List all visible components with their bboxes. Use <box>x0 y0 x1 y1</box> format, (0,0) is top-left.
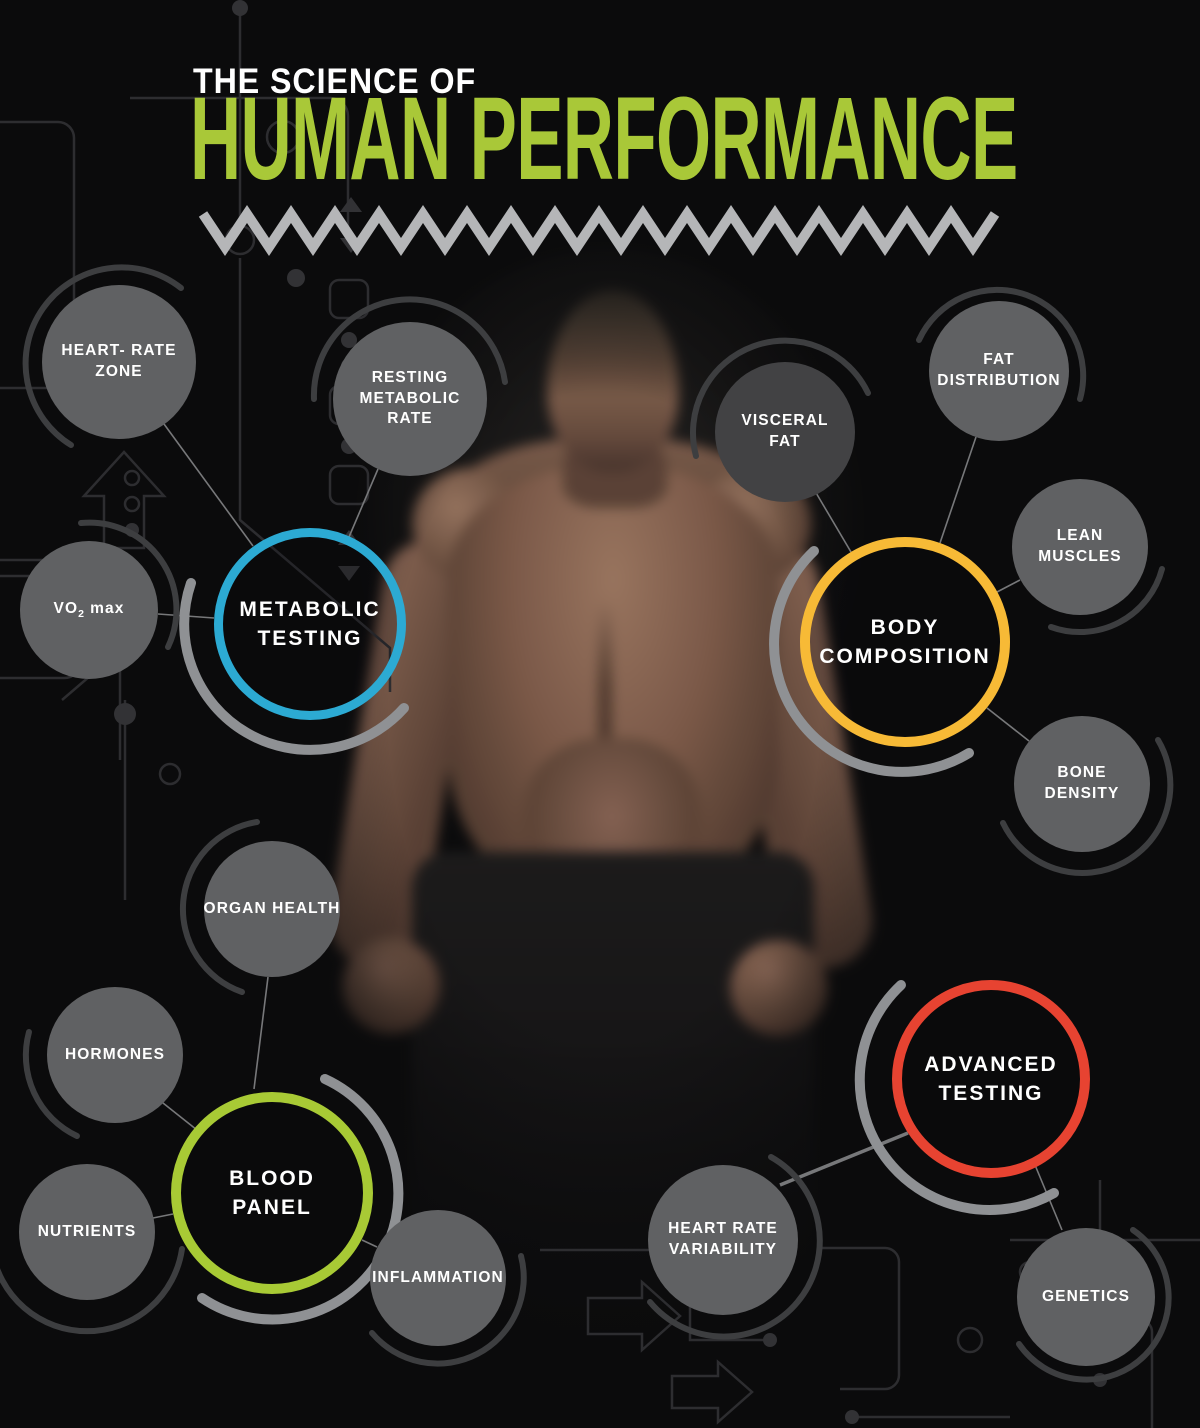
node-vo2-max: VO2 max <box>20 541 158 679</box>
hub-label-line: TESTING <box>938 1082 1044 1105</box>
vo2-max-label: VO2 max <box>53 599 125 620</box>
node-heart-rate-zone: HEART- RATE ZONE <box>42 285 196 439</box>
hub-label-line: BODY <box>870 615 940 639</box>
node-lean-muscles: LEAN MUSCLES <box>1012 479 1148 615</box>
hub-advanced-testing: ADVANCED TESTING <box>892 980 1090 1178</box>
node-hormones: HORMONES <box>47 987 183 1123</box>
hub-label-line: ADVANCED <box>924 1052 1058 1076</box>
node-genetics: GENETICS <box>1017 1228 1155 1366</box>
node-visceral-fat: VISCERAL FAT <box>715 362 855 502</box>
node-nutrients: NUTRIENTS <box>19 1164 155 1300</box>
hub-label-line: COMPOSITION <box>819 645 991 668</box>
hub-blood-panel: BLOOD PANEL <box>171 1092 373 1294</box>
node-organ-health: ORGAN HEALTH <box>204 841 340 977</box>
hub-label-line: METABOLIC <box>239 597 381 621</box>
hub-label-line: PANEL <box>232 1196 312 1219</box>
node-bone-density: BONE DENSITY <box>1014 716 1150 852</box>
node-resting-metabolic-rate: RESTING METABOLIC RATE <box>333 322 487 476</box>
node-heart-rate-variability: HEART RATE VARIABILITY <box>648 1165 798 1315</box>
hub-body-composition: BODY COMPOSITION <box>800 537 1010 747</box>
node-fat-distribution: FAT DISTRIBUTION <box>929 301 1069 441</box>
node-inflammation: INFLAMMATION <box>370 1210 506 1346</box>
hub-metabolic-testing: METABOLIC TESTING <box>214 528 406 720</box>
hub-label-line: BLOOD <box>229 1166 315 1190</box>
page-title: HUMAN PERFORMANCE <box>190 73 1018 205</box>
hub-label-line: TESTING <box>257 627 363 650</box>
